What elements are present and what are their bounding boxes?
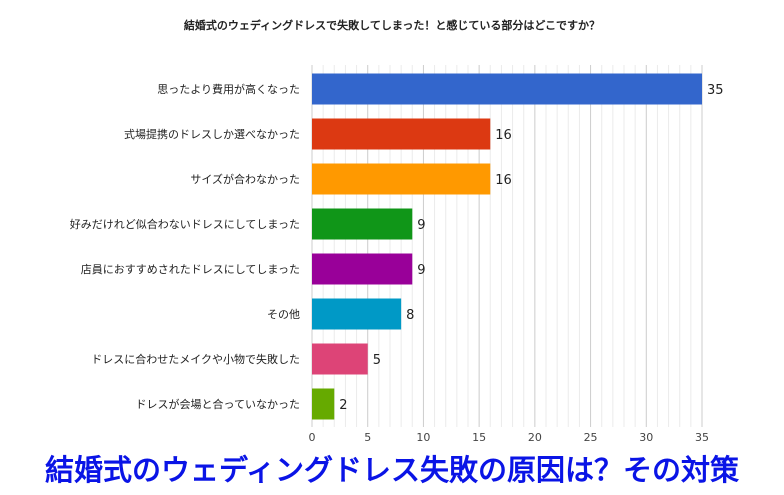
data-label: 35 [707, 83, 724, 98]
category-label: 好みだけれど似合わないドレスにしてしまった [70, 217, 300, 231]
data-label: 9 [417, 218, 425, 233]
bar [312, 388, 335, 420]
data-label: 8 [406, 308, 414, 323]
bar [312, 163, 491, 195]
overlay-caption: 結婚式のウェディングドレス失敗の原因は？その対策 [45, 453, 739, 487]
x-tick-label: 25 [584, 431, 598, 444]
chart-title: 結婚式のウェディングドレスで失敗してしまった！と感じている部分はどこですか？ [183, 19, 601, 32]
category-label: ドレスに合わせたメイクや小物で失敗した [91, 352, 300, 366]
x-tick-label: 20 [528, 431, 542, 444]
category-label: 店員におすすめされたドレスにしてしまった [81, 262, 300, 276]
x-tick-label: 0 [309, 431, 316, 444]
data-label: 16 [495, 128, 512, 143]
x-tick-label: 5 [364, 431, 371, 444]
data-label: 9 [417, 263, 425, 278]
bar [312, 343, 368, 375]
category-label: サイズが合わなかった [190, 172, 300, 186]
x-tick-label: 30 [639, 431, 653, 444]
category-label: 式場提携のドレスしか選べなかった [124, 127, 300, 141]
category-label: その他 [267, 308, 300, 321]
x-tick-label: 10 [416, 431, 430, 444]
data-label: 2 [339, 398, 347, 413]
x-tick-label: 15 [472, 431, 486, 444]
data-label: 5 [373, 353, 381, 368]
bar [312, 208, 413, 240]
category-label: ドレスが会場と合っていなかった [136, 397, 300, 411]
bar [312, 298, 402, 330]
category-label: 思ったより費用が高くなった [157, 82, 300, 96]
data-label: 16 [495, 173, 512, 188]
bar [312, 73, 702, 105]
bar [312, 253, 413, 285]
x-tick-label: 35 [695, 431, 709, 444]
bar [312, 118, 491, 150]
